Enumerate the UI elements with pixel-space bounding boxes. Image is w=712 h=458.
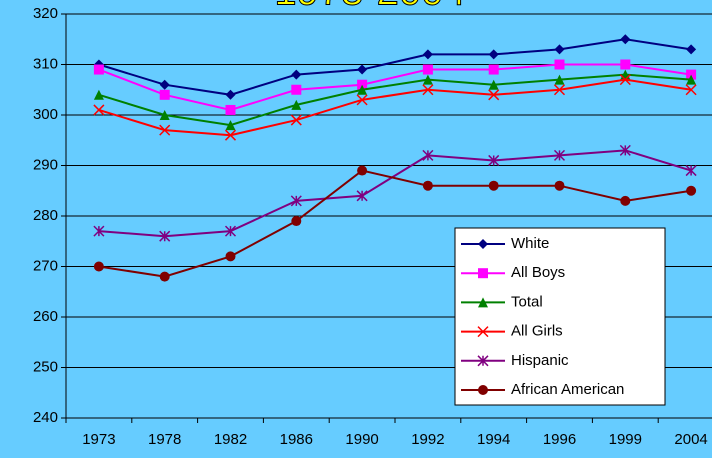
marker <box>93 104 105 116</box>
marker <box>685 165 697 177</box>
legend-label: African American <box>511 381 624 398</box>
marker <box>488 154 500 166</box>
marker <box>224 129 237 141</box>
x-tick-label: 1994 <box>477 431 510 448</box>
marker <box>290 195 302 207</box>
marker <box>686 185 697 196</box>
marker <box>224 225 237 237</box>
marker <box>159 124 171 136</box>
marker <box>93 89 104 100</box>
marker <box>159 110 170 120</box>
y-tick-label: 280 <box>33 207 58 224</box>
marker <box>478 239 488 249</box>
marker <box>686 74 697 85</box>
legend-label: All Boys <box>511 264 565 281</box>
marker <box>422 74 433 85</box>
x-tick-label: 1996 <box>543 431 576 448</box>
y-tick-label: 250 <box>33 358 58 375</box>
marker <box>290 114 302 126</box>
marker <box>619 144 631 156</box>
marker <box>357 64 368 75</box>
marker <box>422 149 434 161</box>
marker <box>620 59 631 70</box>
marker <box>553 149 566 161</box>
marker <box>477 355 489 367</box>
marker <box>225 251 236 262</box>
marker <box>357 165 368 176</box>
marker <box>686 69 697 80</box>
marker <box>225 89 236 100</box>
marker <box>93 261 104 272</box>
marker <box>554 59 565 70</box>
marker <box>685 84 697 96</box>
marker <box>554 180 565 191</box>
marker <box>93 64 104 75</box>
marker <box>422 180 433 191</box>
x-tick-label: 1986 <box>280 431 313 448</box>
legend-label: White <box>511 235 549 252</box>
marker <box>553 84 566 96</box>
chart-title: 1973-2004 <box>274 0 465 14</box>
marker <box>477 326 489 338</box>
marker <box>554 74 565 85</box>
marker <box>225 104 236 115</box>
x-tick-label: 2004 <box>674 431 707 448</box>
legend-label: Hispanic <box>511 352 569 369</box>
marker <box>357 79 368 90</box>
y-tick-label: 320 <box>33 5 58 22</box>
series-line <box>98 73 692 127</box>
y-tick-label: 270 <box>33 257 58 274</box>
marker <box>225 120 236 131</box>
marker <box>159 230 171 242</box>
marker <box>291 99 302 110</box>
x-tick-label: 1990 <box>345 431 378 448</box>
x-tick-label: 1982 <box>214 431 247 448</box>
marker <box>488 64 499 75</box>
marker <box>488 79 499 90</box>
marker <box>478 297 488 308</box>
marker <box>488 180 499 191</box>
x-tick-label: 1992 <box>411 431 444 448</box>
marker <box>356 94 368 106</box>
marker <box>291 84 302 95</box>
series-line <box>98 149 692 238</box>
y-tick-label: 260 <box>33 308 58 325</box>
marker <box>488 89 500 101</box>
x-tick-label: 1999 <box>609 431 642 448</box>
marker <box>478 268 488 279</box>
x-tick-label: 1978 <box>148 431 181 448</box>
marker <box>159 89 170 100</box>
series-line <box>98 78 692 137</box>
marker <box>620 195 631 206</box>
legend-label: All Girls <box>511 323 563 340</box>
marker <box>356 190 368 202</box>
y-tick-label: 300 <box>33 106 58 123</box>
series-line <box>98 63 692 111</box>
marker <box>159 271 170 282</box>
series-line <box>98 169 692 278</box>
marker <box>554 44 565 55</box>
marker <box>357 84 368 95</box>
marker <box>291 216 302 227</box>
marker <box>488 49 499 60</box>
marker <box>686 44 697 55</box>
legend-box <box>454 227 666 406</box>
y-tick-label: 240 <box>33 409 58 426</box>
marker <box>93 225 105 237</box>
marker <box>291 69 302 80</box>
y-tick-label: 290 <box>33 156 58 173</box>
marker <box>478 385 488 395</box>
y-tick-label: 310 <box>33 55 58 72</box>
marker <box>620 34 631 45</box>
marker <box>619 74 631 86</box>
marker <box>422 49 433 60</box>
marker <box>422 64 433 75</box>
legend-label: Total <box>511 293 543 310</box>
series-line <box>98 38 692 96</box>
marker <box>159 79 170 90</box>
marker <box>422 84 434 96</box>
x-tick-label: 1973 <box>82 431 115 448</box>
